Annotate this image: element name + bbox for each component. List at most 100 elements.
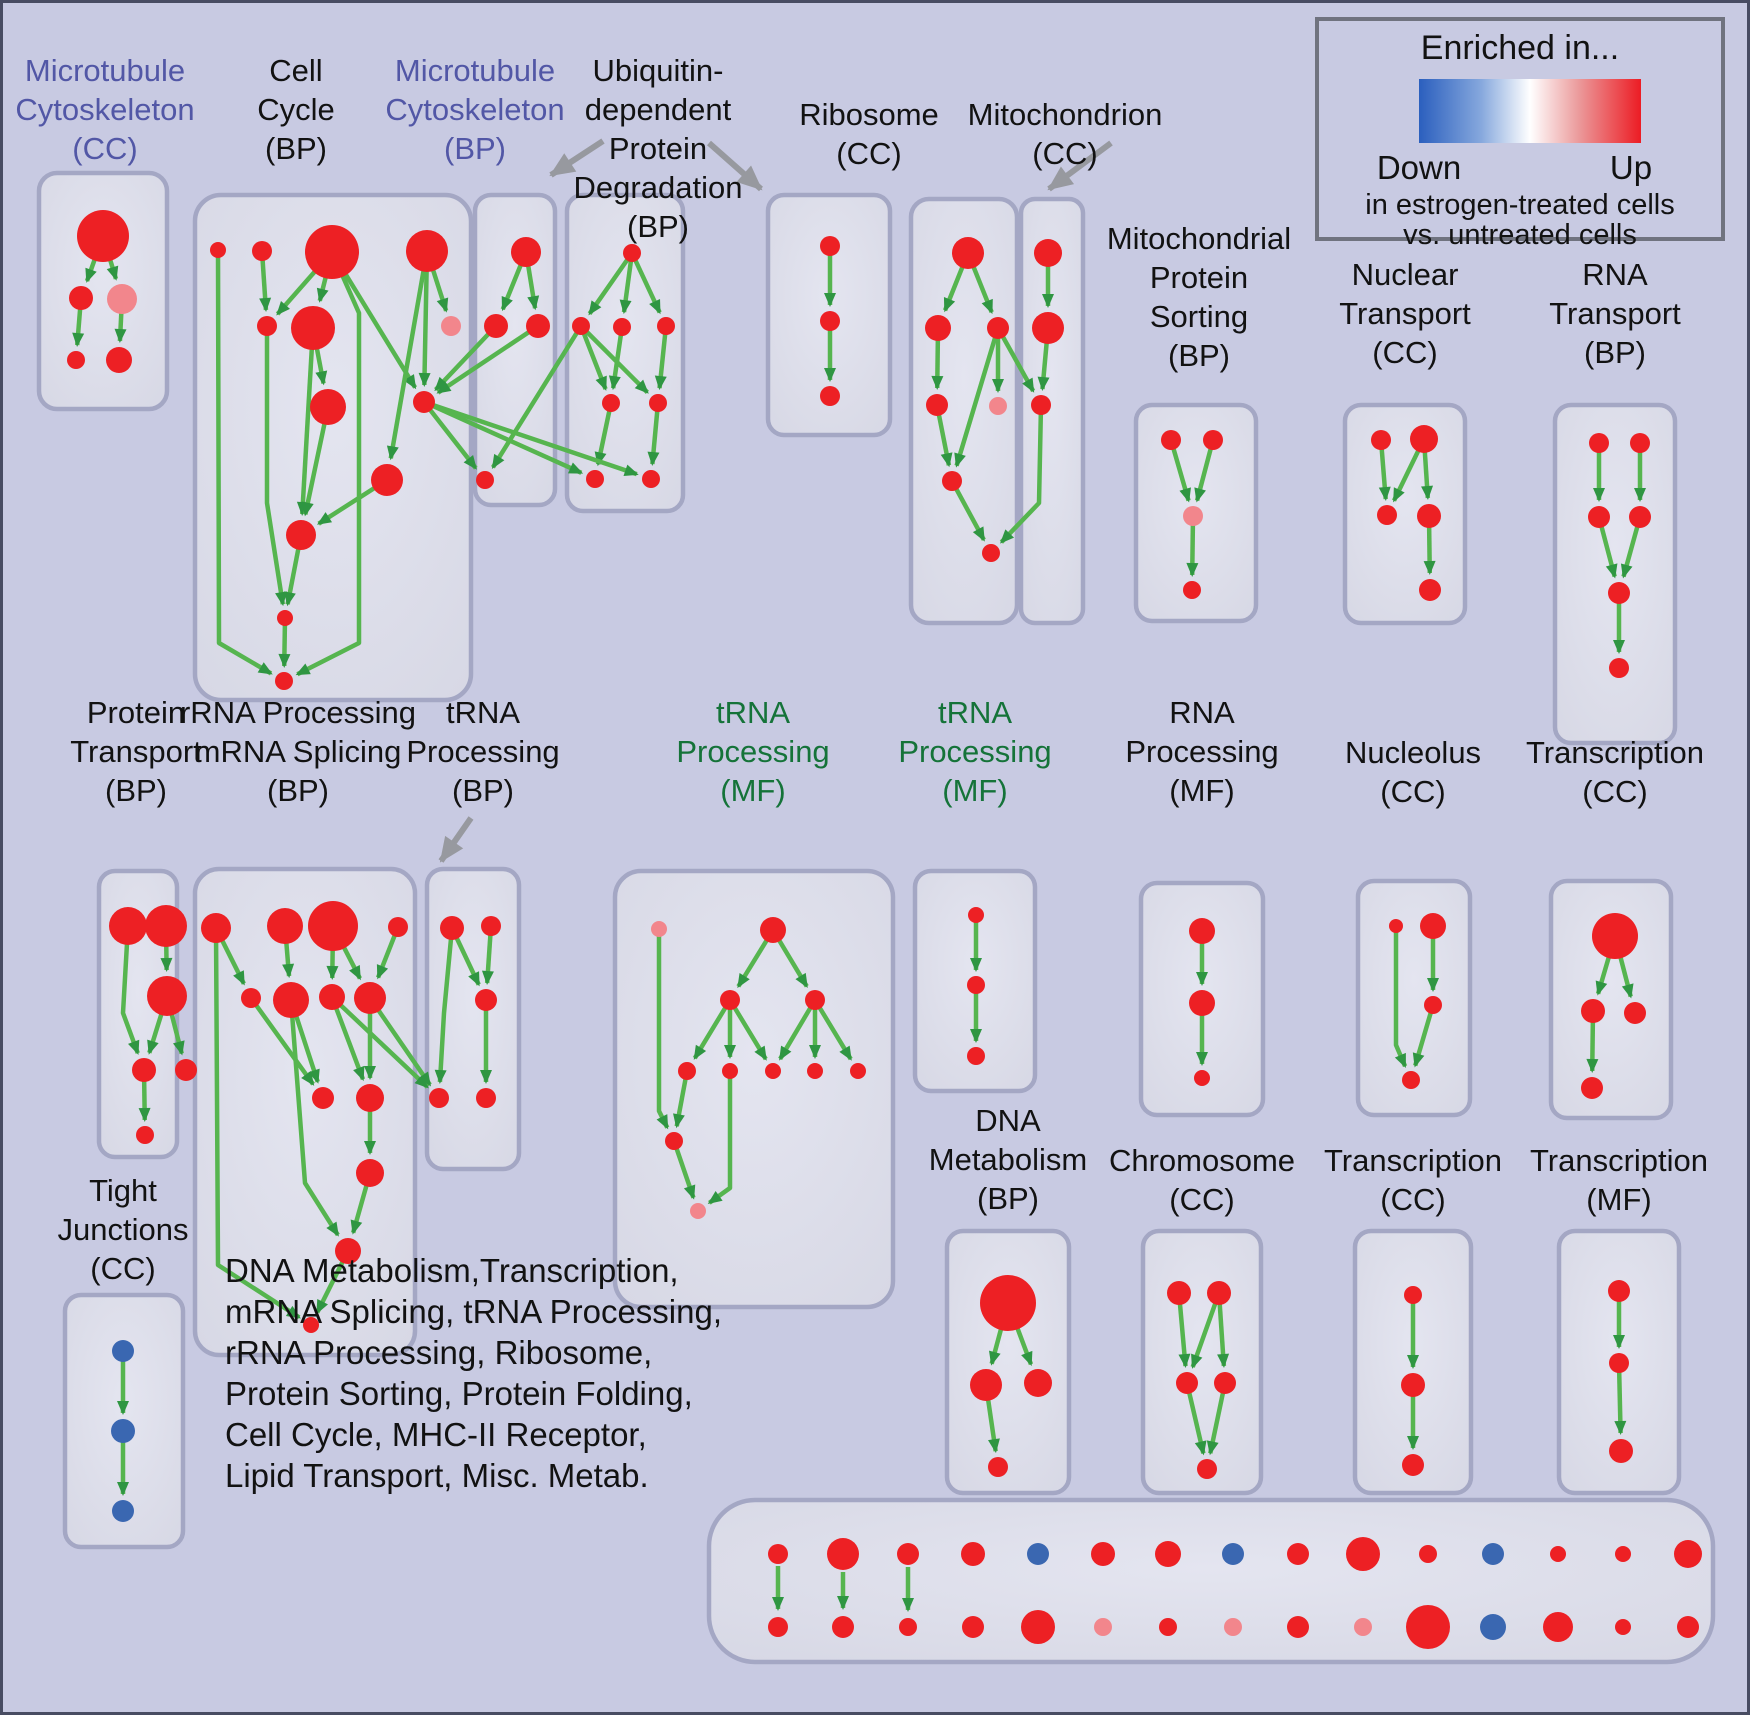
- node-red: [356, 1084, 384, 1112]
- legend: Enriched in... Down Up in estrogen-treat…: [1315, 17, 1725, 251]
- group-box-trna_bp: [424, 866, 522, 1172]
- edge-arrow: [418, 250, 431, 388]
- node-red: [925, 315, 951, 341]
- node-red: [406, 230, 448, 272]
- node-red: [1615, 1619, 1631, 1635]
- group-box-dna_metab: [944, 1228, 1072, 1496]
- edge-arrow: [608, 326, 625, 391]
- node-red: [275, 672, 293, 690]
- node-red: [768, 1544, 788, 1564]
- node-red: [132, 1058, 156, 1082]
- group-box-nucleolus: [1355, 878, 1473, 1118]
- node-pink: [1224, 1618, 1242, 1636]
- edge-arrow-cross: [368, 996, 432, 1087]
- node-red: [942, 471, 962, 491]
- node-red: [1189, 990, 1215, 1016]
- node-blue: [112, 1500, 134, 1522]
- edge-arrow: [1393, 926, 1408, 1069]
- node-red: [807, 1063, 823, 1079]
- node-red: [1581, 1077, 1603, 1099]
- callout-arrow: [1047, 140, 1113, 192]
- node-red: [371, 464, 403, 496]
- node-red: [613, 318, 631, 336]
- edge-arrow: [301, 406, 331, 517]
- node-red: [145, 905, 187, 947]
- node-red: [77, 210, 129, 262]
- edge-arrow: [654, 325, 669, 391]
- node-red: [67, 351, 85, 369]
- node-red: [961, 1542, 985, 1566]
- node-red: [1550, 1546, 1566, 1562]
- node-red: [69, 286, 93, 310]
- edge-arrow: [1614, 1362, 1627, 1436]
- legend-down-label: Down: [1376, 149, 1462, 186]
- node-red: [319, 984, 345, 1010]
- node-red: [475, 989, 497, 1011]
- node-red: [1420, 913, 1446, 939]
- label-trna-processing-bp: tRNA Processing (BP): [406, 695, 560, 808]
- label-rrna-processing-mrna-splicing-bp: rRNA Processing mRNA Splicing (BP): [179, 695, 417, 808]
- node-red: [267, 908, 303, 944]
- edge-arrow: [386, 250, 430, 461]
- label-nucleolus-cc: Nucleolus (CC): [1344, 735, 1482, 809]
- edge-arrow: [629, 252, 662, 315]
- node-red: [354, 982, 386, 1014]
- node-red: [303, 1317, 319, 1333]
- legend-subtitle-1: in estrogen-treated cells: [1365, 189, 1675, 221]
- node-red: [1404, 1286, 1422, 1304]
- node-red: [476, 1088, 496, 1108]
- edge-arrow: [120, 925, 140, 1055]
- node-red: [109, 907, 147, 945]
- node-red: [1589, 433, 1609, 453]
- node-red: [1629, 506, 1651, 528]
- label-microtubule-cytoskeleton-bp: Microtubule Cytoskeleton (BP): [385, 53, 565, 166]
- edge-arrow: [656, 929, 670, 1130]
- node-blue: [1482, 1543, 1504, 1565]
- edge-arrow: [778, 998, 817, 1061]
- node-red: [147, 976, 187, 1016]
- node-pink: [690, 1203, 706, 1219]
- node-red: [257, 316, 277, 336]
- node-red: [1630, 433, 1650, 453]
- group-box-micro_bp: [472, 192, 558, 508]
- edge-arrow: [1168, 439, 1191, 503]
- edge-arrow: [329, 996, 366, 1082]
- node-blue: [111, 1419, 135, 1443]
- node-red: [1609, 1439, 1633, 1463]
- node-red: [760, 917, 786, 943]
- node-red: [106, 347, 132, 373]
- annotation-text: DNA Metabolism,Transcription, mRNA Splic…: [225, 1252, 723, 1494]
- group-box-transcription_cc_mid: [1548, 878, 1674, 1121]
- edge-arrow: [707, 1071, 733, 1205]
- node-red: [277, 610, 293, 626]
- node-red: [291, 306, 335, 350]
- node-red: [987, 317, 1009, 339]
- node-red: [967, 1047, 985, 1065]
- node-red: [657, 317, 675, 335]
- node-red: [1609, 658, 1629, 678]
- node-red: [1189, 918, 1215, 944]
- edge-arrow: [1194, 439, 1216, 503]
- node-red: [982, 544, 1000, 562]
- node-red: [968, 907, 984, 923]
- node-red: [899, 1618, 917, 1636]
- label-ubiquitin-degradation-bp: Ubiquitin- dependent Protein Degradation…: [573, 53, 743, 244]
- label-tight-junctions-cc: Tight Junctions (CC): [57, 1173, 189, 1286]
- node-red: [476, 471, 494, 489]
- edge-arrow: [950, 479, 986, 542]
- edge-arrow: [619, 252, 635, 315]
- group-box-nuclear_transport: [1342, 402, 1468, 626]
- label-protein-transport-bp: Protein Transport (BP): [70, 695, 202, 808]
- edge-arrow: [1184, 1382, 1207, 1456]
- node-red: [1419, 579, 1441, 601]
- node-red: [1371, 430, 1391, 450]
- edge-arrow: [434, 927, 455, 1085]
- node-red: [988, 1457, 1008, 1477]
- node-red: [623, 244, 641, 262]
- label-rna-transport-bp: RNA Transport (BP): [1549, 257, 1681, 370]
- edge-arrow: [578, 325, 608, 391]
- node-red: [1419, 1545, 1437, 1563]
- node-red: [1161, 430, 1181, 450]
- node-pink: [651, 921, 667, 937]
